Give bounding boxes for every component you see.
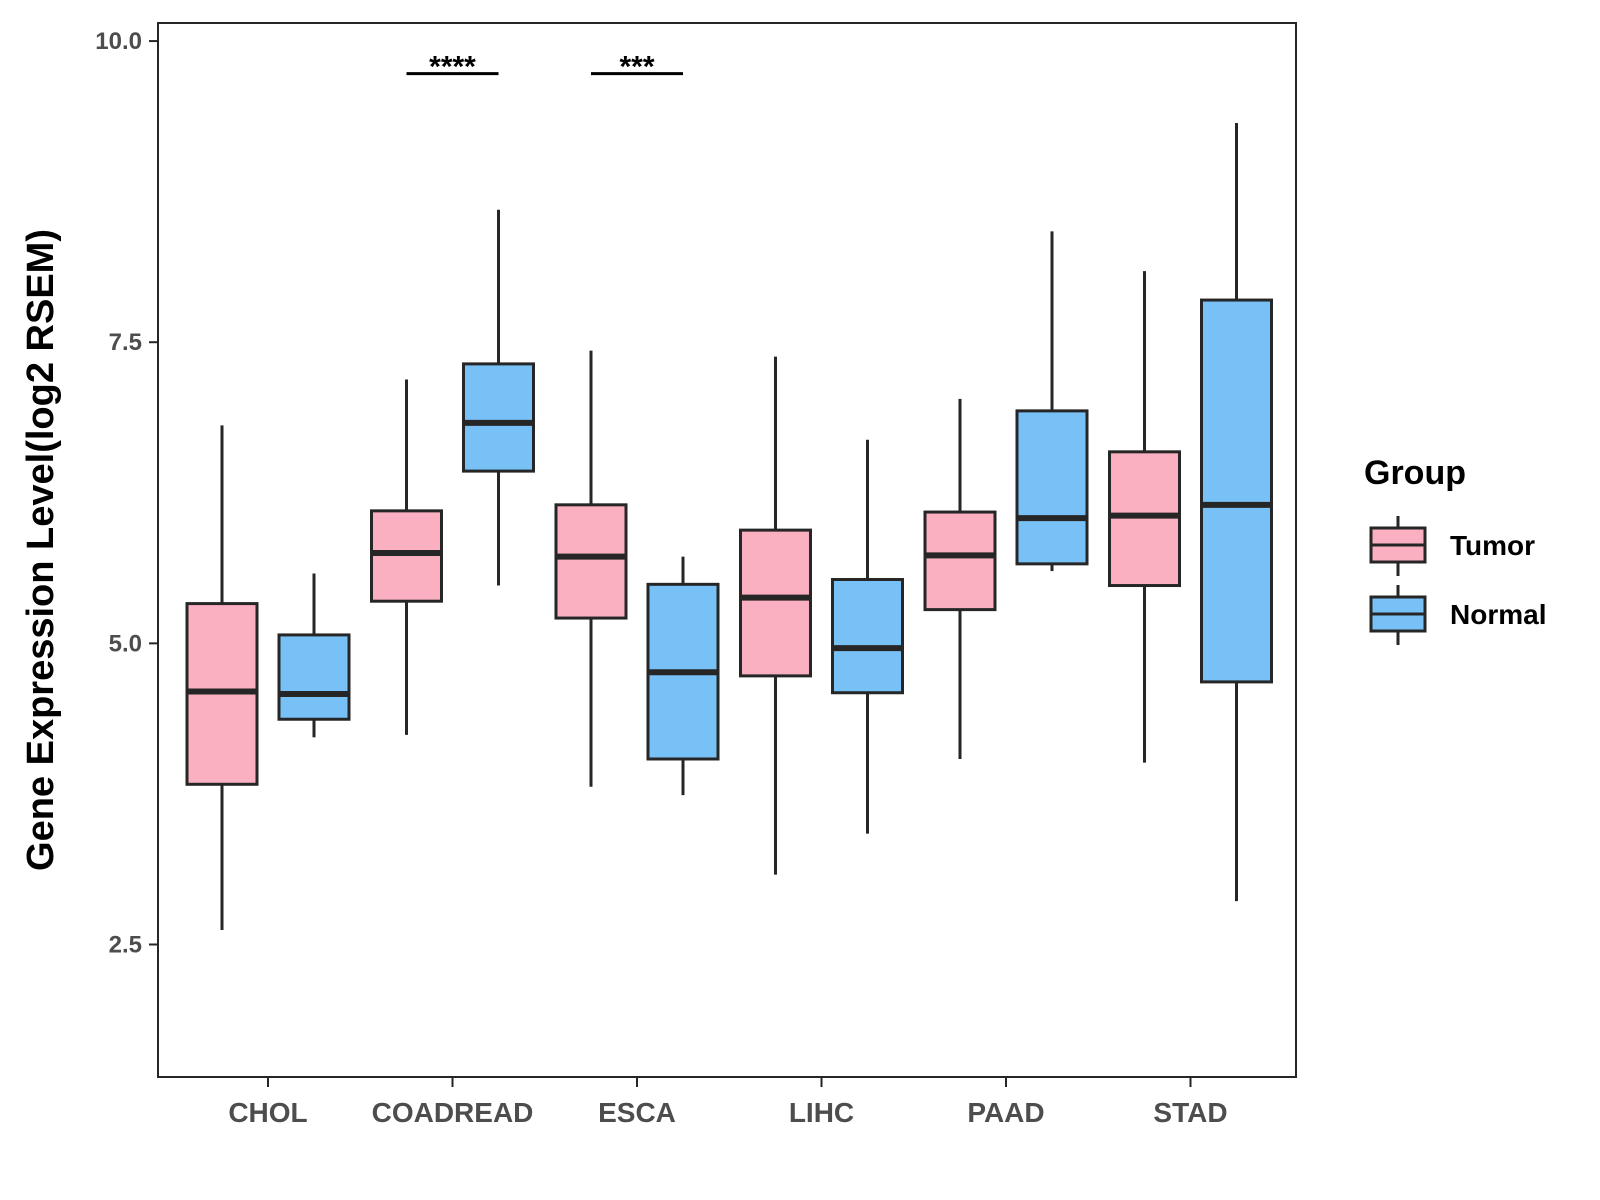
box-tumor-coadread [370, 379, 443, 735]
box-body [370, 509, 443, 603]
significance-label: **** [429, 51, 476, 84]
x-tick-label-coadread: COADREAD [372, 1097, 534, 1128]
y-tick-label: 2.5 [109, 931, 142, 958]
box-body [554, 503, 628, 620]
x-tick-label-chol: CHOL [228, 1097, 307, 1128]
box-body [1108, 450, 1181, 588]
box-normal-stad [1200, 122, 1273, 902]
legend-item-tumor: Tumor [1369, 516, 1535, 576]
legend-item-normal: Normal [1369, 585, 1546, 645]
x-tick-label-esca: ESCA [598, 1097, 676, 1128]
box-normal-paad [1015, 231, 1089, 572]
legend-label-tumor: Tumor [1450, 530, 1535, 561]
significance-esca: *** [591, 51, 683, 84]
box-tumor-esca [554, 350, 628, 787]
y-tick-label: 5.0 [109, 630, 142, 657]
box-normal-chol [277, 573, 351, 738]
box-body [277, 633, 351, 721]
y-axis-title: Gene Expression Level(log2 RSEM) [20, 229, 62, 871]
legend: Group Tumor Normal [1364, 454, 1546, 645]
box-body [831, 578, 904, 695]
box-body [739, 528, 812, 678]
legend-title: Group [1364, 454, 1466, 492]
box-tumor-stad [1108, 271, 1181, 763]
y-tick-label: 7.5 [109, 329, 142, 356]
box-body [462, 362, 535, 473]
box-tumor-chol [185, 425, 259, 931]
significance-annotations: **** *** [406, 51, 683, 84]
box-normal-coadread [462, 209, 535, 586]
significance-label: *** [619, 51, 654, 84]
box-normal-lihc [831, 439, 904, 834]
box-normal-esca [646, 556, 720, 796]
box-body [923, 510, 997, 612]
box-tumor-paad [923, 398, 997, 759]
x-tick-label-stad: STAD [1153, 1097, 1227, 1128]
x-axis: CHOL COADREAD ESCA LIHC PAAD STAD [228, 1077, 1228, 1128]
plot-panel [157, 22, 1297, 1078]
x-tick-label-lihc: LIHC [789, 1097, 854, 1128]
significance-coadread: **** [406, 51, 499, 84]
x-tick-label-paad: PAAD [967, 1097, 1044, 1128]
y-axis: 2.5 5.0 7.5 10.0 [95, 28, 158, 958]
box-body [1015, 409, 1089, 566]
y-tick-label: 10.0 [95, 28, 142, 55]
legend-label-normal: Normal [1450, 599, 1546, 630]
box-body [1200, 298, 1273, 684]
box-series [185, 122, 1273, 931]
box-tumor-lihc [739, 356, 812, 875]
